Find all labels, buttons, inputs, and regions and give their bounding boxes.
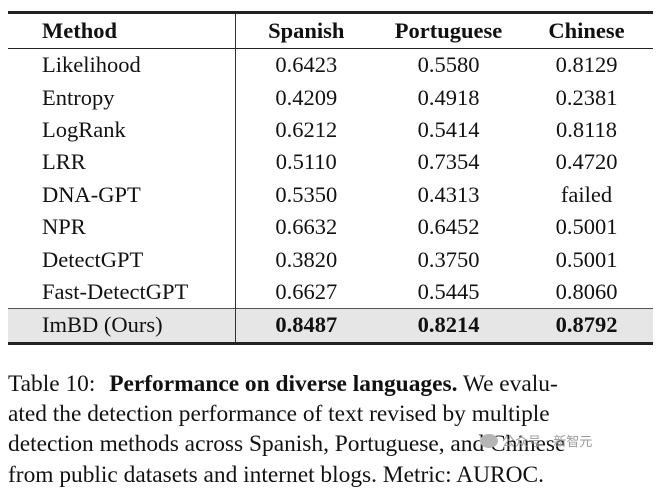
watermark-text: 公众号 · 新智元 bbox=[502, 435, 593, 450]
table-row: LogRank 0.6212 0.5414 0.8118 bbox=[8, 113, 653, 147]
table-row: LRR 0.5110 0.7354 0.4720 bbox=[8, 146, 653, 179]
caption-line-3: detection methods across Spanish, Portug… bbox=[8, 431, 566, 458]
portuguese-cell: 0.4918 bbox=[417, 84, 480, 110]
caption-label: Table 10: bbox=[8, 371, 96, 397]
chinese-cell: 0.4720 bbox=[555, 149, 618, 175]
spanish-cell: 0.6423 bbox=[275, 52, 338, 78]
header-spanish: Spanish bbox=[268, 18, 345, 43]
header-portuguese: Portuguese bbox=[394, 18, 503, 43]
wechat-icon bbox=[480, 433, 498, 448]
table-row: Entropy 0.4209 0.4918 0.2381 bbox=[8, 81, 653, 114]
chinese-cell: 0.8118 bbox=[555, 116, 618, 142]
method-cell: Likelihood bbox=[8, 48, 236, 82]
spanish-cell: 0.6212 bbox=[275, 116, 338, 142]
spanish-cell: 0.5350 bbox=[275, 181, 338, 207]
method-cell: LRR bbox=[8, 146, 236, 179]
table-row: Fast-DetectGPT 0.6627 0.5445 0.8060 bbox=[8, 275, 653, 309]
caption-line-4: from public datasets and internet blogs.… bbox=[8, 461, 544, 488]
table-row-ours: ImBD (Ours) 0.8487 0.8214 0.8792 bbox=[8, 308, 653, 344]
method-cell: LogRank bbox=[8, 113, 236, 147]
spanish-cell: 0.6632 bbox=[275, 214, 338, 240]
caption-line-2: ated the detection performance of text r… bbox=[8, 401, 550, 428]
chinese-cell: 0.5001 bbox=[555, 246, 618, 272]
chinese-cell: 0.5001 bbox=[555, 214, 618, 240]
method-cell: ImBD (Ours) bbox=[8, 308, 236, 344]
portuguese-cell: 0.3750 bbox=[417, 246, 480, 272]
chinese-cell: failed bbox=[560, 181, 613, 207]
table-caption: Table 10: Performance on diverse languag… bbox=[8, 369, 658, 490]
spanish-cell: 0.3820 bbox=[275, 246, 338, 272]
portuguese-cell: 0.7354 bbox=[417, 149, 480, 175]
caption-title: Performance on diverse languages. bbox=[109, 371, 458, 397]
spanish-cell: 0.4209 bbox=[275, 84, 338, 110]
portuguese-cell: 0.6452 bbox=[417, 214, 480, 240]
table-row: DetectGPT 0.3820 0.3750 0.5001 bbox=[8, 243, 653, 276]
method-cell: Fast-DetectGPT bbox=[8, 275, 236, 309]
method-cell: DNA-GPT bbox=[8, 178, 236, 211]
chinese-cell: 0.8060 bbox=[555, 278, 618, 304]
header-method: Method bbox=[8, 12, 236, 49]
portuguese-cell: 0.8214 bbox=[417, 312, 480, 338]
results-table: Method Spanish Portuguese Chinese Likeli… bbox=[8, 11, 653, 345]
chinese-cell: 0.8792 bbox=[555, 312, 618, 338]
chinese-cell: 0.8129 bbox=[555, 52, 618, 78]
results-table-container: Method Spanish Portuguese Chinese Likeli… bbox=[8, 11, 653, 345]
watermark: 公众号 · 新智元 bbox=[480, 431, 592, 450]
method-cell: Entropy bbox=[8, 81, 236, 114]
method-cell: DetectGPT bbox=[8, 243, 236, 276]
spanish-cell: 0.5110 bbox=[275, 149, 337, 175]
table-header-row: Method Spanish Portuguese Chinese bbox=[8, 12, 653, 49]
portuguese-cell: 0.5580 bbox=[417, 52, 480, 78]
portuguese-cell: 0.5414 bbox=[417, 116, 480, 142]
table-row: NPR 0.6632 0.6452 0.5001 bbox=[8, 210, 653, 244]
method-cell: NPR bbox=[8, 210, 236, 244]
portuguese-cell: 0.4313 bbox=[417, 181, 480, 207]
caption-text: We evalu- bbox=[462, 371, 558, 397]
table-row: Likelihood 0.6423 0.5580 0.8129 bbox=[8, 48, 653, 82]
spanish-cell: 0.6627 bbox=[275, 278, 338, 304]
portuguese-cell: 0.5445 bbox=[417, 278, 480, 304]
caption-line-1: Table 10: Performance on diverse languag… bbox=[8, 369, 658, 399]
chinese-cell: 0.2381 bbox=[555, 84, 618, 110]
header-chinese: Chinese bbox=[548, 18, 625, 43]
table-row: DNA-GPT 0.5350 0.4313 failed bbox=[8, 178, 653, 211]
spanish-cell: 0.8487 bbox=[275, 312, 338, 338]
